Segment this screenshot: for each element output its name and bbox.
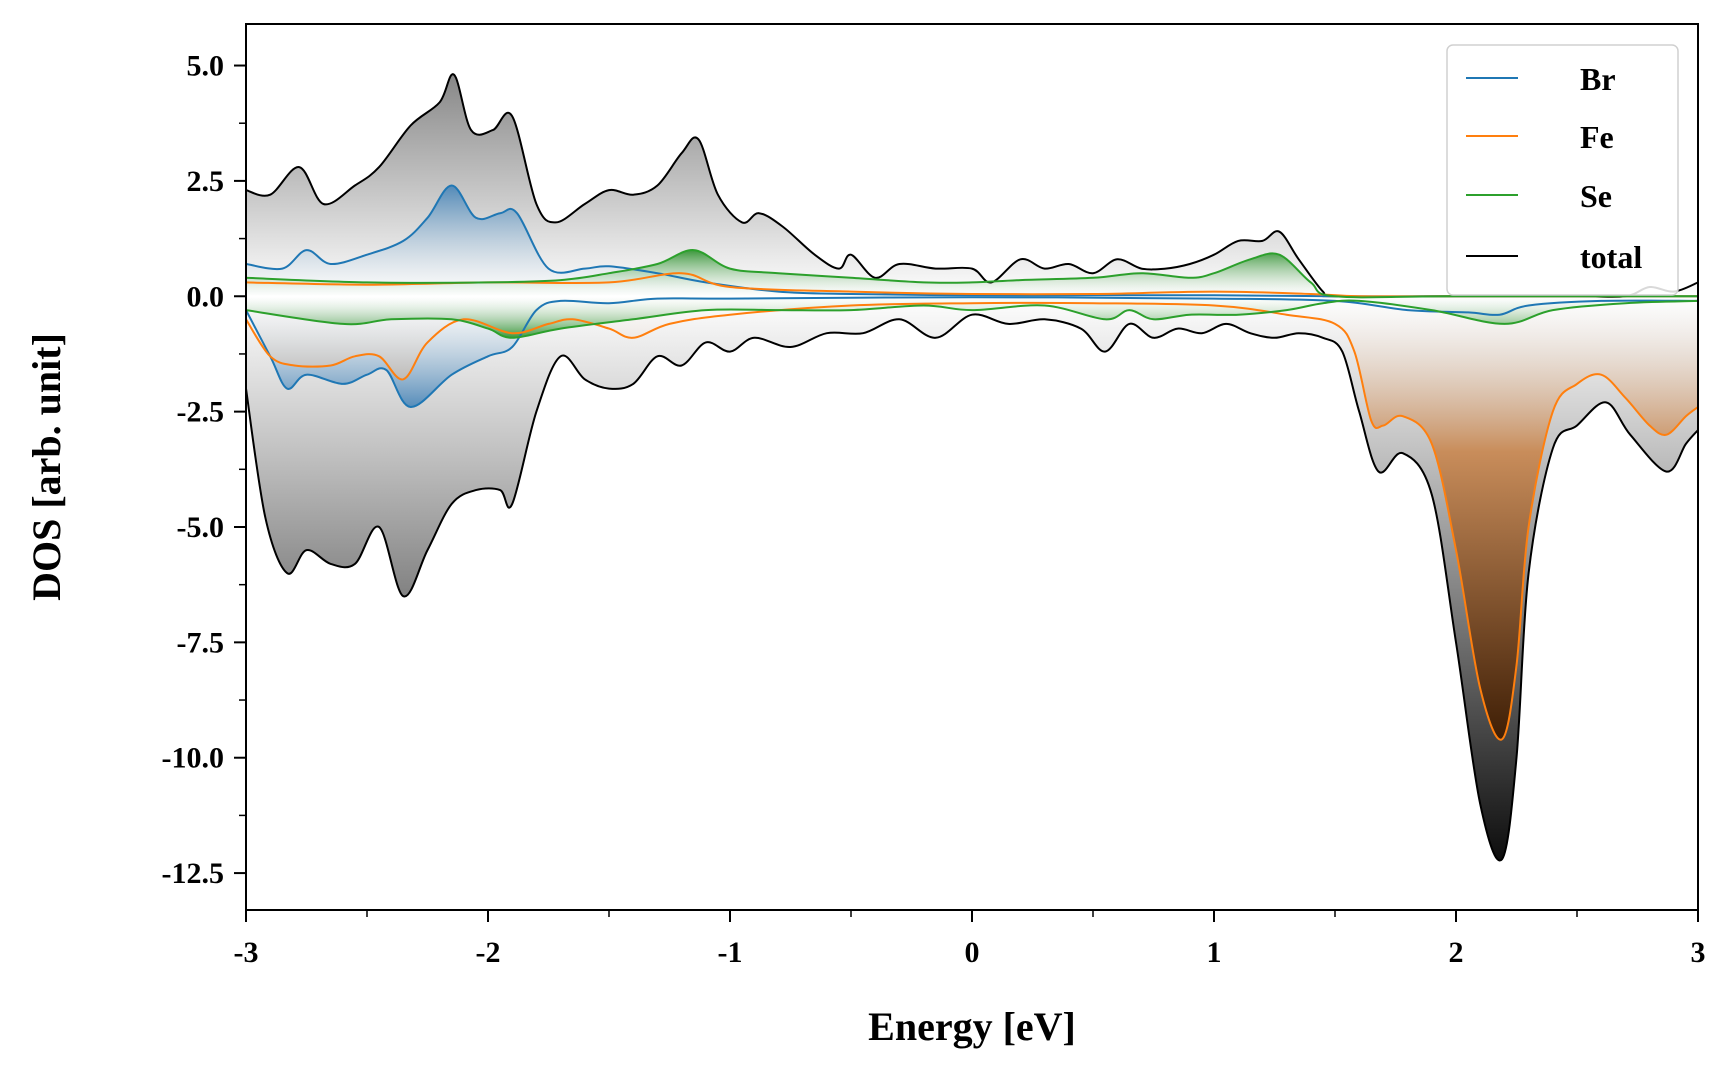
y-tick-label: -2.5 xyxy=(177,396,225,429)
dos-line-total-down xyxy=(246,313,1698,862)
legend-label-br: Br xyxy=(1580,61,1616,97)
x-tick-label: -1 xyxy=(718,936,743,969)
dos-line-se-up xyxy=(246,249,1698,299)
dos-area-fe-down xyxy=(246,296,1698,740)
y-axis-label: DOS [arb. unit] xyxy=(24,333,69,601)
x-tick-label: 1 xyxy=(1207,936,1222,969)
y-tick-label: -5.0 xyxy=(177,511,225,544)
dos-area-se-up xyxy=(246,250,1698,298)
y-tick-label: -7.5 xyxy=(177,626,225,659)
legend-label-fe: Fe xyxy=(1580,119,1614,155)
dos-line-layer xyxy=(246,73,1698,862)
y-tick-label: 5.0 xyxy=(187,50,225,83)
legend: Br Fe Se total xyxy=(1446,44,1679,296)
y-tick-label: 0.0 xyxy=(187,280,225,313)
x-tick-label: -2 xyxy=(476,936,501,969)
dos-fill-layer xyxy=(246,74,1698,861)
legend-box xyxy=(1446,44,1679,296)
x-axis: -3 -2 -1 0 1 2 3 xyxy=(234,910,1706,969)
legend-label-se: Se xyxy=(1580,178,1612,214)
dos-line-total-up xyxy=(246,73,1698,298)
x-tick-label: 2 xyxy=(1449,936,1464,969)
dos-area-total-up xyxy=(246,74,1698,297)
dos-line-br-up xyxy=(246,184,1698,298)
dos-line-se-down xyxy=(246,299,1698,339)
y-tick-label: -12.5 xyxy=(162,857,225,890)
dos-line-fe-down xyxy=(246,301,1698,741)
dos-line-br-down xyxy=(246,296,1698,408)
y-axis: 5.0 2.5 0.0 -2.5 -5.0 -7.5 -10.0 -12.5 xyxy=(162,50,246,890)
x-tick-label: 3 xyxy=(1691,936,1706,969)
dos-area-se-down xyxy=(246,296,1698,338)
y-tick-label: -10.0 xyxy=(162,742,225,775)
x-tick-label: 0 xyxy=(965,936,980,969)
legend-label-total: total xyxy=(1580,239,1642,275)
y-tick-label: 2.5 xyxy=(187,165,225,198)
dos-area-br-up xyxy=(246,185,1698,297)
x-axis-label: Energy [eV] xyxy=(868,1004,1076,1049)
x-tick-label: -3 xyxy=(234,936,259,969)
